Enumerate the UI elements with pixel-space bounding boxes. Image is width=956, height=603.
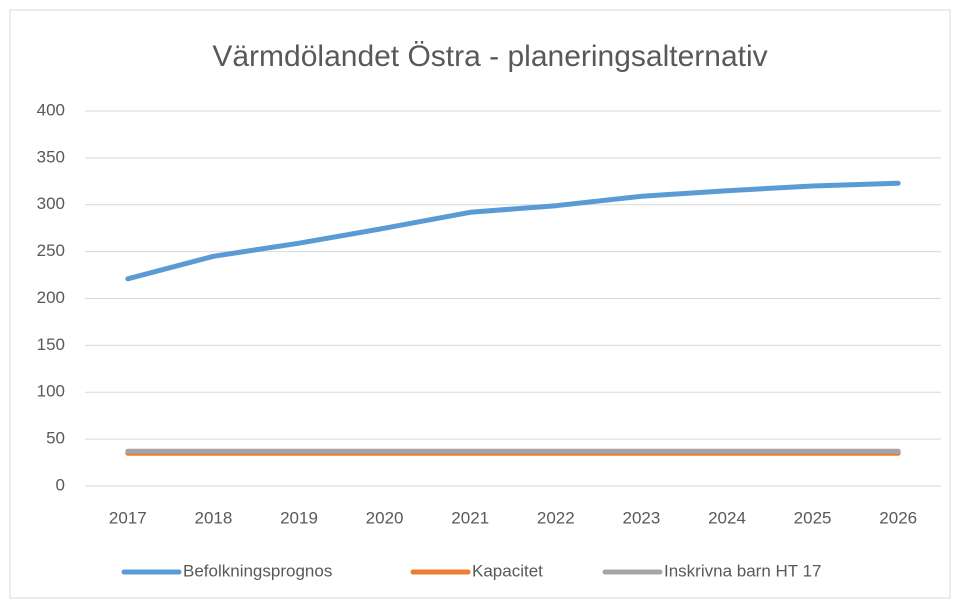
y-tick-label: 150 xyxy=(37,335,65,354)
x-tick-label: 2021 xyxy=(451,508,489,527)
y-tick-label: 250 xyxy=(37,241,65,260)
x-tick-label: 2022 xyxy=(537,508,575,527)
y-tick-label: 100 xyxy=(37,382,65,401)
x-tick-label: 2025 xyxy=(794,508,832,527)
chart-frame xyxy=(9,9,951,599)
y-tick-label: 350 xyxy=(37,147,65,166)
y-tick-label: 400 xyxy=(37,100,65,119)
chart-title: Värmdölandet Östra - planeringsalternati… xyxy=(212,40,767,73)
x-tick-label: 2017 xyxy=(109,508,147,527)
y-tick-label: 50 xyxy=(46,429,65,448)
x-tick-label: 2018 xyxy=(194,508,232,527)
x-tick-label: 2026 xyxy=(879,508,917,527)
x-tick-label: 2024 xyxy=(708,508,746,527)
y-tick-label: 0 xyxy=(56,475,65,494)
x-tick-label: 2019 xyxy=(280,508,318,527)
series-line xyxy=(125,180,901,282)
x-tick-label: 2020 xyxy=(366,508,404,527)
legend-label: Kapacitet xyxy=(472,561,543,580)
x-tick-label: 2023 xyxy=(622,508,660,527)
legend-label: Inskrivna barn HT 17 xyxy=(664,561,821,580)
legend-label: Befolkningsprognos xyxy=(183,561,332,580)
y-tick-label: 300 xyxy=(37,194,65,213)
y-tick-label: 200 xyxy=(37,288,65,307)
